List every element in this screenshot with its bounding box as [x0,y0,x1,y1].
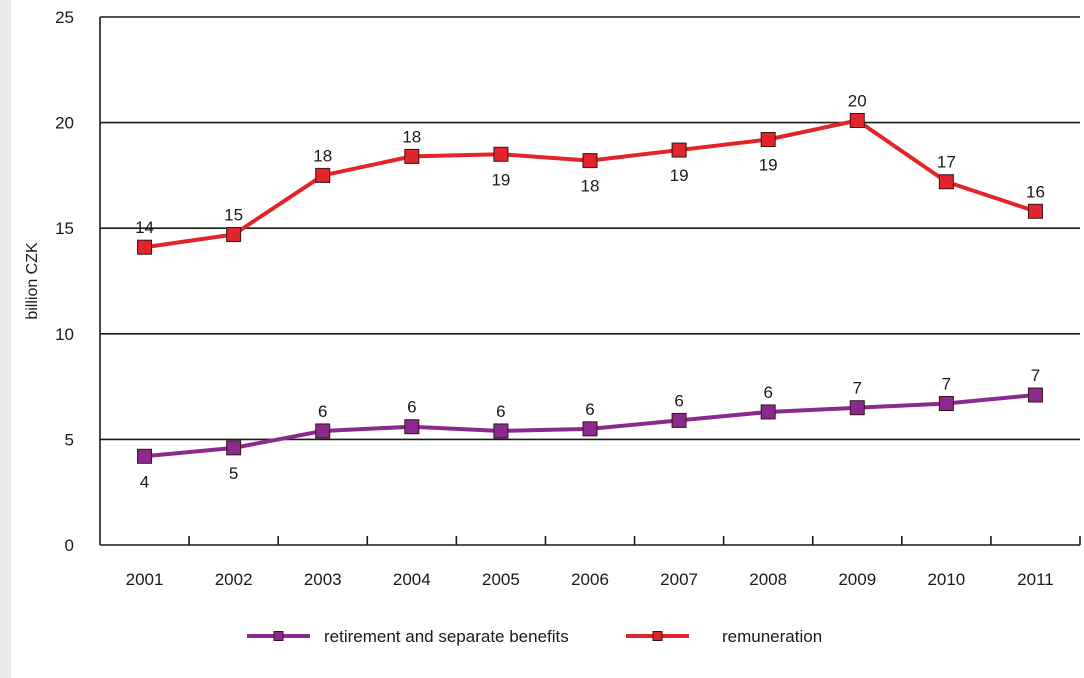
remuneration-data-label-2011: 16 [1026,182,1045,201]
remuneration-data-label-2006: 18 [581,177,600,196]
chart-panel: 0 5 10 15 20 25 billion CZK 2001 2002 2003 2004 200… [11,0,1084,678]
x-tick-label-2007: 2007 [660,570,698,589]
x-tick-label-2011: 2011 [1017,570,1054,589]
retirement-marker-2007 [671,412,687,428]
retirement-marker-2006 [582,421,598,437]
x-tick-label-2009: 2009 [838,570,876,589]
remuneration-data-label-2007: 19 [670,166,689,185]
y-tick-label-0: 0 [65,536,74,555]
remuneration-data-label-2009: 20 [848,91,867,110]
y-tick-label-20: 20 [55,114,74,133]
retirement-data-label-2008: 6 [763,383,772,402]
remuneration-data-label-2001: 14 [135,218,154,237]
retirement-data-label-2010: 7 [942,374,951,393]
retirement-data-label-2005: 6 [496,402,505,421]
remuneration-marker-2002 [226,227,242,243]
remuneration-marker-2008 [760,131,776,147]
retirement-data-label-2006: 6 [585,400,594,419]
remuneration-data-label-2002: 15 [224,206,243,225]
x-tick-label-2002: 2002 [215,570,253,589]
remuneration-marker-2010 [938,174,954,190]
retirement-marker-2001 [137,448,153,464]
x-tick-label-2004: 2004 [393,570,431,589]
remuneration-marker-2007 [671,142,687,158]
retirement-marker-2005 [493,423,509,439]
retirement-marker-2003 [315,423,331,439]
remuneration-legend-marker [652,631,663,641]
y-tick-label-25: 25 [55,8,74,27]
retirement-marker-2004 [404,419,420,435]
remuneration-data-label-2003: 18 [313,146,332,165]
remuneration-marker-2009 [849,112,865,128]
remuneration-marker-2004 [404,148,420,164]
retirement-data-label-2002: 5 [229,464,238,483]
y-tick-label-5: 5 [65,430,74,449]
line-chart: 0 5 10 15 20 25 billion CZK 2001 2002 2003 2004 200… [24,8,1081,646]
remuneration-marker-2006 [582,153,598,169]
remuneration-marker-2001 [137,239,153,255]
retirement-marker-2002 [226,440,242,456]
retirement-data-label-2003: 6 [318,402,327,421]
x-tick-label-2005: 2005 [482,570,520,589]
remuneration-marker-2003 [315,167,331,183]
retirement-data-label-2004: 6 [407,398,416,417]
y-axis-title: billion CZK [24,242,41,320]
retirement-data-label-2011: 7 [1031,366,1040,385]
retirement-marker-2009 [849,400,865,416]
x-tick-label-2006: 2006 [571,570,609,589]
remuneration-marker-2005 [493,146,509,162]
remuneration-data-label-2010: 17 [937,153,956,172]
remuneration-data-label-2008: 19 [759,155,778,174]
retirement-data-label-2009: 7 [853,379,862,398]
retirement-marker-2010 [938,395,954,411]
remuneration-marker-2011 [1027,203,1043,219]
retirement-data-label-2007: 6 [674,391,683,410]
x-tick-label-2010: 2010 [927,570,965,589]
retirement-legend-label: retirement and separate benefits [324,627,569,646]
y-tick-label-10: 10 [55,325,74,344]
x-tick-label-2003: 2003 [304,570,342,589]
x-tick-label-2008: 2008 [749,570,787,589]
retirement-marker-2011 [1027,387,1043,403]
remuneration-legend-label: remuneration [722,627,822,646]
remuneration-data-label-2004: 18 [402,127,421,146]
x-tick-label-2001: 2001 [126,570,164,589]
remuneration-data-label-2005: 19 [491,170,510,189]
retirement-marker-2008 [760,404,776,420]
retirement-data-label-2001: 4 [140,472,149,491]
y-tick-label-15: 15 [55,219,74,238]
retirement-legend-marker [273,631,284,641]
